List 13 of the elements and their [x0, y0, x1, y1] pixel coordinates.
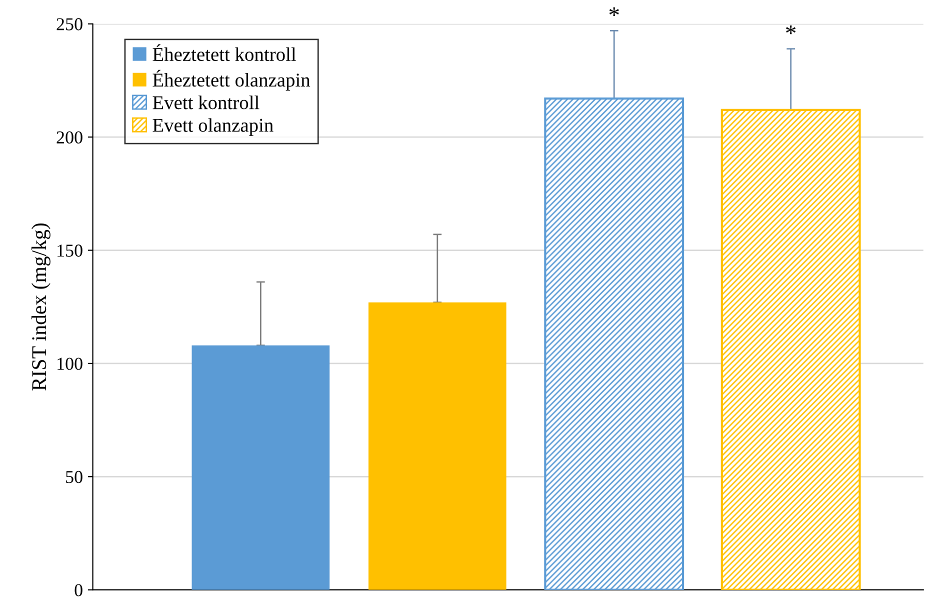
- legend-label: Éheztetett olanzapin: [152, 70, 310, 91]
- y-tick-label: 0: [74, 584, 82, 596]
- legend-label: Éheztetett kontroll: [152, 44, 296, 62]
- text: *: [609, 7, 619, 16]
- annotation: *: [786, 26, 796, 34]
- y-tick-label: 100: [58, 358, 82, 370]
- y-tick-label: 200: [56, 131, 82, 144]
- y-axis-title: RIST index (mg/kg): [31, 223, 50, 391]
- legend-label: Evett kontroll: [152, 96, 260, 110]
- y-tick-label: 50: [66, 470, 82, 484]
- y-tick-label: 250: [56, 18, 82, 30]
- y-tick-label: 150: [58, 244, 82, 257]
- legend-label: Evett olanzapin: [152, 118, 274, 136]
